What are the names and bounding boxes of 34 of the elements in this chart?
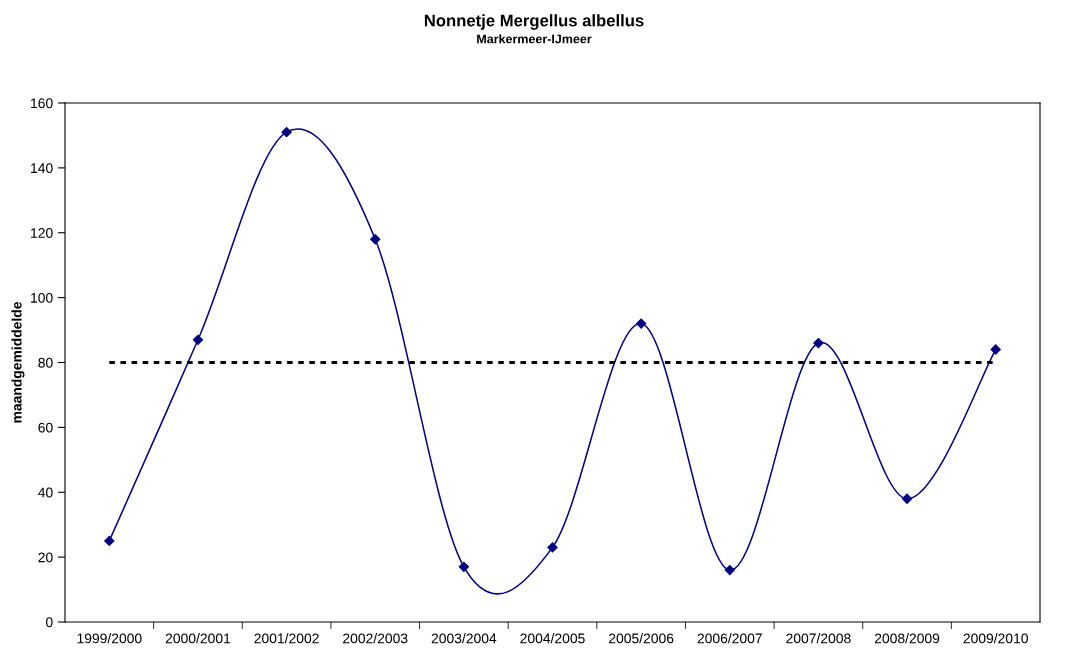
x-tick-label: 1999/2000 (77, 633, 142, 644)
chart-subtitle: Markermeer-IJmeer (477, 34, 592, 44)
y-tick-label: 120 (31, 228, 53, 238)
x-tick-label: 2006/2007 (697, 633, 762, 644)
point (192, 334, 204, 345)
point (281, 127, 292, 138)
point (370, 234, 381, 245)
x-tick-label: 2004/2005 (520, 633, 585, 644)
point (547, 542, 558, 553)
x-tick-label: 2000/2001 (165, 633, 231, 644)
point (813, 337, 824, 349)
point (104, 535, 115, 547)
x-tick-label: 2002/2003 (343, 633, 408, 644)
point (990, 344, 1001, 355)
x-tick-label: 2008/2009 (874, 633, 940, 644)
x-tick-label: 2003/2004 (431, 633, 497, 644)
x-tick-label: 2009/2010 (963, 633, 1028, 644)
y-tick-label: 40 (38, 487, 53, 498)
x-tick-label: 2007/2008 (786, 633, 851, 644)
y-tick-label: 80 (38, 357, 53, 368)
y-axis-title: maandgemiddelde (11, 302, 25, 423)
x-tick-label: 2005/2006 (609, 633, 674, 644)
y-tick-label: 0 (46, 617, 53, 628)
x-tick-label: 2001/2002 (254, 633, 319, 644)
y-tick-label: 140 (31, 163, 53, 174)
chart-title: Nonnetje Mergellus albellus (424, 14, 644, 30)
y-tick-label: 160 (31, 98, 53, 109)
y-tick-label: 20 (38, 552, 53, 563)
y-tick-label: 100 (31, 292, 53, 303)
y-tick-label: 60 (38, 422, 53, 433)
point (901, 493, 913, 504)
point (724, 564, 735, 576)
point (458, 561, 469, 572)
point (636, 318, 647, 329)
